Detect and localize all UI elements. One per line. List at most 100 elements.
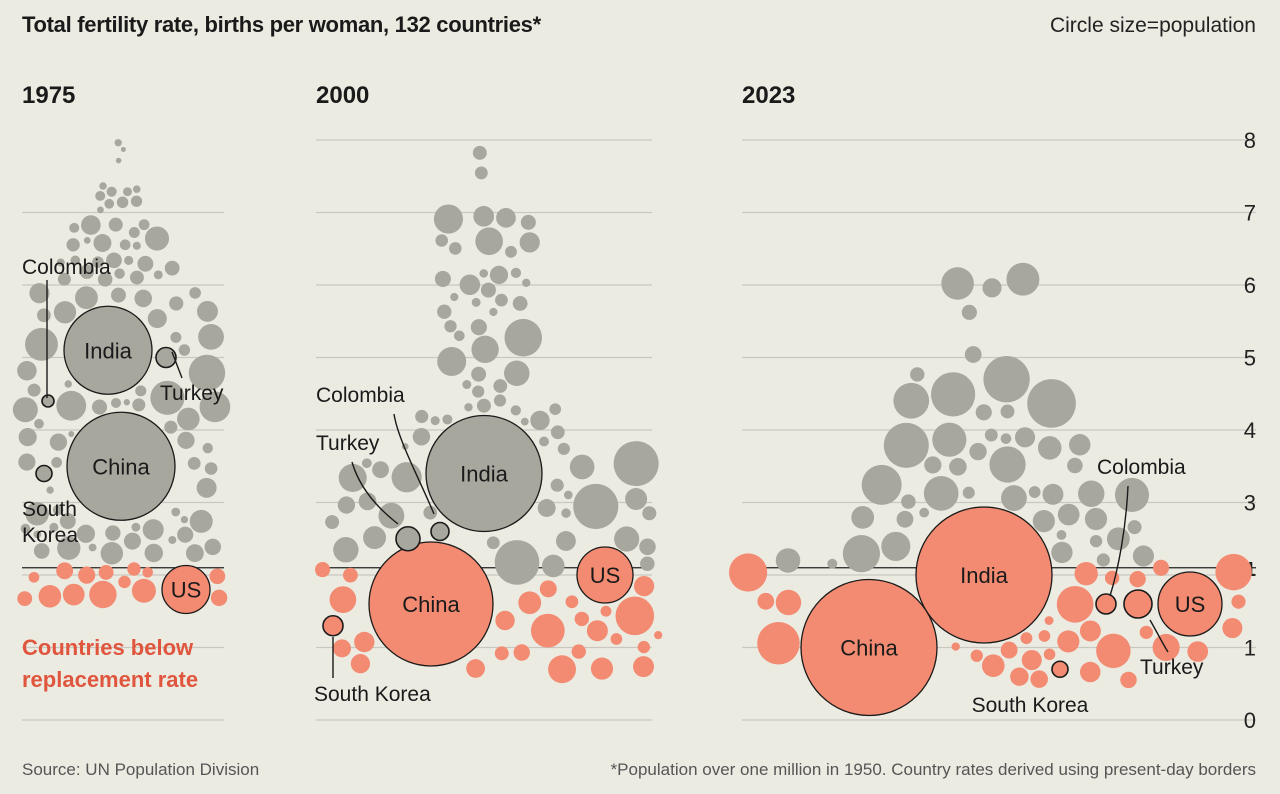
country-bubble [25,327,58,361]
country-bubble [775,589,802,616]
country-bubble [1001,485,1027,511]
country-bubble [539,436,549,447]
country-bubble [135,385,147,397]
country-bubble [537,499,556,517]
country-bubble [138,219,150,231]
us-bubble-2000 [576,546,634,604]
country-bubble [479,269,489,278]
country-bubble [1056,529,1067,540]
country-bubble [88,543,97,552]
country-bubble [106,186,117,197]
country-bubble [196,300,218,322]
country-bubble [99,182,107,190]
country-bubble [505,245,517,258]
country-bubble [435,234,448,247]
country-bubble [1030,670,1048,688]
us-bubble-1975 [161,564,211,615]
china-bubble-2000 [368,541,494,667]
country-bubble [1037,436,1062,460]
country-bubble [851,505,875,529]
country-bubble [70,255,81,266]
country-bubble [78,566,96,584]
china-bubble-2023 [800,578,938,717]
country-bubble [56,562,74,580]
country-bubble [68,431,75,438]
country-bubble [1078,480,1105,507]
country-bubble [46,486,54,494]
country-bubble [111,397,121,408]
country-bubble [1000,641,1018,659]
country-bubble [38,584,62,608]
country-bubble [975,404,992,421]
country-bubble [338,463,367,492]
country-bubble [896,510,914,528]
country-bubble [970,649,983,662]
country-bubble [199,391,231,423]
country-bubble [1032,510,1055,533]
country-bubble [111,287,126,303]
country-bubble [315,562,331,578]
colombia-bubble-2000 [430,521,450,542]
legend-below-text: replacement rate [22,667,198,692]
country-bubble [332,639,352,658]
country-bubble [520,214,536,230]
country-bubble [1139,625,1153,640]
country-bubble [1215,553,1252,591]
south-korea-label-1975: Korea [22,524,78,547]
country-bubble [494,540,540,585]
circle-size-note: Circle size=population [1049,14,1256,37]
country-bubble [1231,594,1246,609]
country-bubble [1084,507,1108,531]
country-bubble [52,504,64,516]
country-bubble [530,410,550,431]
country-bubble [983,356,1030,403]
country-bubble [1129,570,1146,588]
us-bubble-1975-label: US [171,578,202,603]
country-bubble [51,457,63,468]
turkey-leader-2000 [351,461,399,525]
china-bubble-2023-label: China [840,636,898,661]
turkey-leader-1975 [171,351,183,379]
country-bubble [130,270,144,285]
country-bubble [1006,262,1040,296]
turkey-leader-2023 [1149,619,1169,653]
country-bubble [119,239,131,251]
country-bubble [33,543,50,559]
country-bubble [62,583,85,606]
country-bubble [1057,503,1080,526]
country-bubble [637,640,651,654]
country-bubble [470,319,487,336]
country-bubble [512,296,528,311]
country-bubble [423,505,438,520]
footnote: *Population over one million in 1950. Co… [610,760,1256,779]
country-bubble [486,536,500,550]
country-bubble [53,301,77,324]
country-bubble [56,390,87,421]
country-bubble [124,255,134,266]
country-bubble [116,196,129,209]
country-bubble [472,145,487,160]
country-bubble [633,656,655,678]
country-bubble [1000,404,1015,419]
country-bubble [471,335,499,364]
country-bubble [1096,633,1131,669]
country-bubble [1104,570,1120,586]
country-bubble [842,535,881,573]
country-bubble [120,146,126,152]
country-bubble [132,241,141,250]
country-bubble [1000,433,1012,444]
country-bubble [949,457,967,476]
country-bubble [123,187,132,197]
country-bubble [550,425,565,440]
country-bubble [97,272,113,287]
country-bubble [471,297,481,307]
country-bubble [188,354,226,392]
country-bubble [495,293,508,307]
country-bubble [1079,620,1101,642]
country-bubble [123,532,141,550]
country-bubble [350,654,371,674]
country-bubble [115,157,122,164]
country-bubble [459,274,481,296]
country-bubble [83,236,91,244]
country-bubble [100,542,124,565]
